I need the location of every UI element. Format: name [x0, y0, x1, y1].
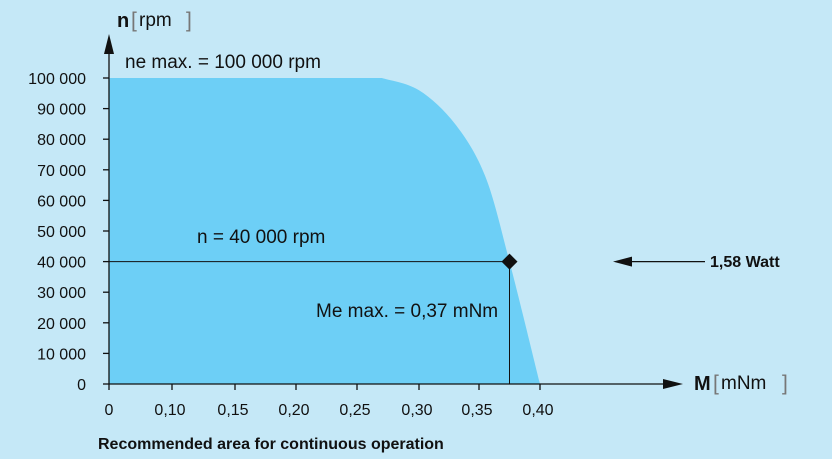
- y-tick-label: 70 000: [37, 163, 86, 180]
- operating-area: [109, 78, 540, 384]
- y-tick-label: 50 000: [37, 224, 86, 241]
- x-axis-unit-bracket-open: [: [713, 372, 719, 395]
- x-tick-label: 0,30: [401, 402, 432, 419]
- y-tick-label: 100 000: [28, 71, 86, 88]
- axes: [104, 34, 683, 389]
- x-tick-label: 0,25: [339, 402, 370, 419]
- marks: [501, 253, 705, 270]
- x-tick-label: 0,10: [154, 402, 185, 419]
- y-axis-unit-bracket-open: [: [131, 9, 137, 32]
- y-tick-label: 10 000: [37, 346, 86, 363]
- max-speed-annotation: ne max. = 100 000 rpm: [125, 52, 321, 73]
- x-ticks: 0 0,10 0,15 0,20 0,25 0,30 0,35 0,40: [105, 384, 554, 419]
- x-axis-unit-bracket-close: ]: [782, 372, 788, 395]
- x-tick-label: 0,15: [217, 402, 248, 419]
- x-tick-label: 0,40: [522, 402, 553, 419]
- y-tick-label: 90 000: [37, 102, 86, 119]
- power-annotation: 1,58 Watt: [710, 254, 780, 271]
- y-axis-arrow-icon: [104, 34, 114, 54]
- y-tick-label: 30 000: [37, 285, 86, 302]
- x-tick-label: 0: [105, 402, 114, 419]
- y-tick-label: 0: [77, 377, 86, 394]
- x-axis-unit: mNm: [721, 373, 766, 394]
- operating-point-diamond: [501, 253, 518, 270]
- x-axis-symbol: M: [694, 373, 711, 395]
- max-torque-annotation: Me max. = 0,37 mNm: [316, 301, 498, 322]
- reference-lines: [109, 261, 510, 384]
- y-axis-unit-bracket-close: ]: [186, 9, 192, 32]
- x-tick-label: 0,20: [278, 402, 309, 419]
- y-tick-label: 60 000: [37, 193, 86, 210]
- speed-line-annotation: n = 40 000 rpm: [197, 227, 325, 248]
- y-tick-label: 40 000: [37, 255, 86, 272]
- x-tick-label: 0,35: [461, 402, 492, 419]
- y-tick-label: 20 000: [37, 316, 86, 333]
- y-axis-symbol: n: [117, 10, 129, 32]
- y-tick-label: 80 000: [37, 132, 86, 149]
- y-ticks: 0 10 000 20 000 30 000 40 000 50 000 60 000 70 …: [28, 71, 109, 394]
- chart-caption: Recommended area for continuous operatio…: [98, 436, 444, 453]
- y-axis-unit: rpm: [139, 10, 172, 31]
- power-arrow-icon: [613, 256, 632, 267]
- x-axis-arrow-icon: [663, 379, 683, 389]
